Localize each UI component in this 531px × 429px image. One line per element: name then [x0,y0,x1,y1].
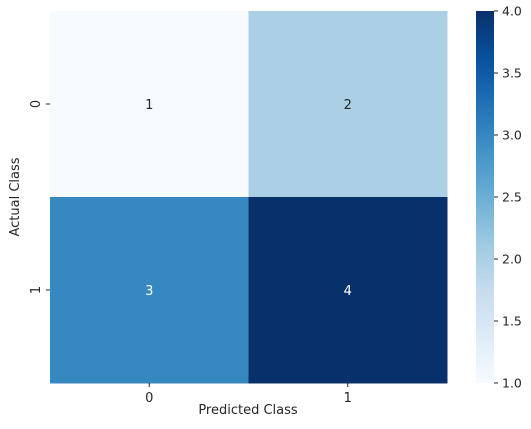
colorbar-tick-label: 3.0 [502,128,522,143]
y-axis-label: Actual Class [8,157,23,236]
cell-annotation-1-0: 3 [145,284,153,299]
x-tick-label-0: 0 [145,391,153,406]
x-tick-label-1: 1 [344,391,352,406]
cell-annotation-0-1: 2 [344,98,352,113]
colorbar-axis: 1.0 1.5 2.0 2.5 3.0 3.5 4.0 [494,4,522,391]
colorbar-tick-label: 1.0 [502,376,522,391]
heatmap-cell-0-0 [50,11,249,198]
colorbar-tick-label: 4.0 [502,4,522,19]
heatmap-cell-0-1 [248,11,448,198]
y-axis: 01 [29,100,50,294]
heatmap-cell-1-0 [50,197,249,384]
cell-annotation-1-1: 4 [344,284,352,299]
x-axis-label: Predicted Class [198,403,298,418]
y-tick-label-0: 0 [29,100,44,108]
colorbar-tick-label: 2.0 [502,252,522,267]
heatmap-cell-1-1 [248,197,448,384]
heatmap-plot-area: 1 2 3 4 [50,11,448,384]
colorbar-tick-label: 1.5 [502,314,522,329]
colorbar [476,11,494,383]
cell-annotation-0-0: 1 [145,98,153,113]
colorbar-tick-label: 3.5 [502,66,522,81]
colorbar-tick-label: 2.5 [502,190,522,205]
y-tick-label-1: 1 [29,286,44,294]
